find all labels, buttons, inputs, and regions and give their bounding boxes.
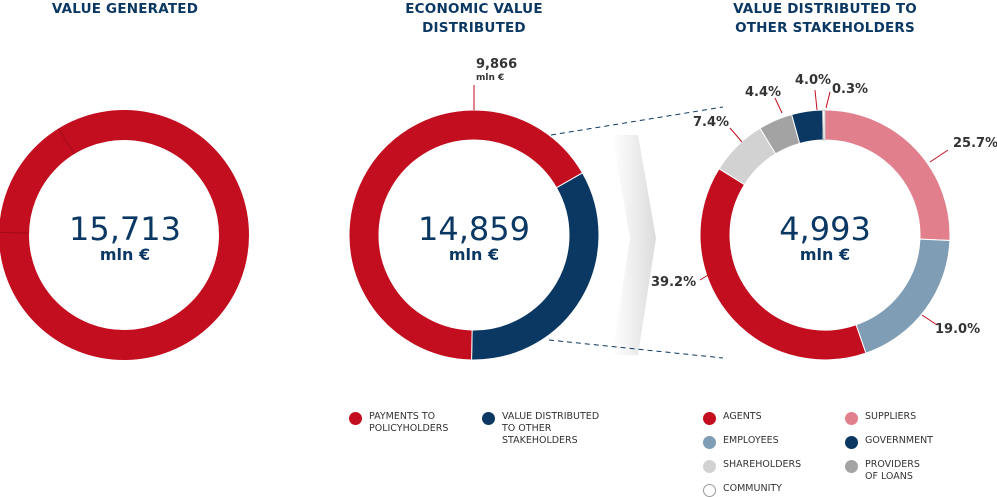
- legend-item-community: COMMUNITY: [703, 483, 782, 497]
- connector-line-top: [550, 106, 724, 136]
- total-unit: mln €: [99, 245, 151, 264]
- total-number: 14,859: [418, 210, 530, 248]
- connector-line-bottom: [548, 339, 724, 359]
- value-generated-slice: [0, 110, 249, 360]
- legend-swatch: [845, 460, 858, 473]
- leader-providers-of-loans: [774, 97, 783, 114]
- annotation-value: 9,866: [476, 57, 518, 72]
- annotation-unit: mln €: [476, 73, 505, 83]
- legend-item-shareholders: SHAREHOLDERS: [703, 459, 801, 473]
- legend-item-suppliers: SUPPLIERS: [845, 411, 916, 425]
- legend-swatch: [482, 412, 495, 425]
- leader-shareholders: [729, 127, 743, 143]
- data-label-agents: 39.2%: [651, 275, 697, 290]
- legend-item-agents: AGENTS: [703, 411, 762, 425]
- legend-item-policyholders: PAYMENTS TO POLICYHOLDERS: [349, 411, 459, 435]
- leader-community: [825, 91, 831, 109]
- legend-item-employees: EMPLOYEES: [703, 435, 779, 449]
- data-label-providers-of-loans: 4.4%: [745, 85, 782, 100]
- leader-government: [814, 89, 818, 111]
- annotation-policyholders: 9,866 mln €: [476, 57, 517, 84]
- legend-label: COMMUNITY: [723, 483, 782, 494]
- data-label-employees: 19.0%: [935, 322, 981, 337]
- value-generated-separator: [0, 231, 30, 234]
- legend-label: SHAREHOLDERS: [723, 459, 802, 470]
- other-stakeholders-slice-community-outline: [822, 109, 826, 141]
- chart-title-text: ECONOMIC VALUE DISTRIBUTED: [405, 1, 543, 36]
- total-other-stakeholders: 4,993 mln €: [745, 212, 905, 264]
- data-label-government: 4.0%: [795, 73, 832, 88]
- legend-label: PROVIDERS OF LOANS: [865, 459, 920, 482]
- total-value-generated: 15,713 mln €: [45, 212, 205, 264]
- data-label-suppliers: 25.7%: [953, 136, 997, 151]
- legend-label: SUPPLIERS: [865, 411, 917, 422]
- legend-label: EMPLOYEES: [723, 435, 779, 446]
- total-number: 4,993: [779, 210, 871, 248]
- legend-label: AGENTS: [723, 411, 762, 422]
- total-economic-value: 14,859 mln €: [394, 212, 554, 264]
- chart-title-economic-value: ECONOMIC VALUE DISTRIBUTED: [374, 0, 574, 38]
- legend-item-government: GOVERNMENT: [845, 435, 933, 449]
- legend-item-other-stakeholders: VALUE DISTRIBUTED TO OTHER STAKEHOLDERS: [482, 411, 612, 447]
- legend-swatch: [703, 484, 716, 497]
- legend-swatch: [703, 412, 716, 425]
- leader-suppliers: [929, 149, 949, 163]
- total-unit: mln €: [799, 245, 851, 264]
- total-number: 15,713: [69, 210, 181, 248]
- leader-agents: [699, 271, 714, 281]
- legend-label: VALUE DISTRIBUTED TO OTHER STAKEHOLDERS: [502, 411, 600, 446]
- legend-label: PAYMENTS TO POLICYHOLDERS: [369, 411, 449, 434]
- legend-swatch: [349, 412, 362, 425]
- legend-swatch: [703, 436, 716, 449]
- legend-item-providers-of-loans: PROVIDERS OF LOANS: [845, 459, 935, 483]
- chart-title-value-generated: VALUE GENERATED: [51, 1, 199, 17]
- legend-swatch: [703, 460, 716, 473]
- legend-swatch: [845, 412, 858, 425]
- total-unit: mln €: [448, 245, 500, 264]
- arrow-icon: [612, 135, 656, 355]
- leader-employees: [921, 314, 938, 326]
- data-label-community: 0.3%: [832, 82, 869, 97]
- chart-title-other-stakeholders: VALUE DISTRIBUTED TO OTHER STAKEHOLDERS: [733, 1, 917, 36]
- value-generated-separator: [58, 128, 75, 155]
- other-stakeholders-slice-agents: [699, 167, 867, 361]
- economic-value-slice-payments-to-policyholders: [348, 109, 584, 361]
- data-label-shareholders: 7.4%: [693, 115, 730, 130]
- legend-swatch: [845, 436, 858, 449]
- economic-value-slice-value-distributed-to-other-stakeholders: [471, 172, 600, 361]
- legend-label: GOVERNMENT: [865, 435, 933, 446]
